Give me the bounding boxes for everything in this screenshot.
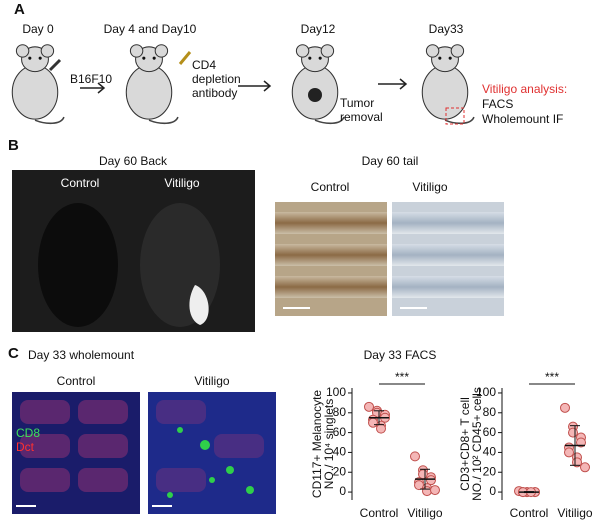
mouse-icon <box>125 43 179 125</box>
y-tick-label: 60 <box>483 425 497 439</box>
step-note: antibody <box>192 86 237 100</box>
x-tick-label: Vitiligo <box>557 506 592 520</box>
data-point <box>560 402 570 413</box>
y-tick-label: 100 <box>326 385 346 399</box>
x-tick-label: Control <box>360 506 399 520</box>
tail-box <box>445 107 465 125</box>
step-note: CD4 <box>192 58 216 72</box>
y-tick-label: 80 <box>483 405 497 419</box>
y-tick-label: 0 <box>489 484 496 498</box>
photo-label: Control <box>61 176 100 190</box>
wholemount-image <box>12 392 140 514</box>
y-tick-label: 60 <box>333 425 347 439</box>
step-note: depletion <box>192 72 241 86</box>
mouse-icon <box>291 43 345 125</box>
y-axis-label: CD3+CD8+ T cell <box>458 397 472 491</box>
photo-label: Control <box>311 180 350 194</box>
y-axis-label: NO./ 10² CD45+ cells <box>470 387 484 501</box>
section-title: Day 33 FACS <box>364 348 437 362</box>
syringe <box>48 58 62 72</box>
data-point <box>580 462 590 473</box>
significance-label: *** <box>395 370 409 384</box>
mouse-icon <box>421 43 475 125</box>
y-tick-label: 20 <box>483 464 497 478</box>
arrow <box>238 80 272 92</box>
data-point <box>426 475 436 486</box>
y-axis-label: NO./ 10⁴ singlets <box>322 399 336 490</box>
photo-label: Vitiligo <box>412 180 447 194</box>
panel-label: B <box>8 137 19 154</box>
data-point <box>568 427 578 438</box>
step-label: Day12 <box>301 22 336 36</box>
channel-label: CD8 <box>16 426 40 440</box>
arrow <box>80 82 106 94</box>
analysis-title: Vitiligo analysis: <box>482 82 567 96</box>
tail-photo <box>392 202 504 316</box>
step-label: Day 0 <box>22 22 54 36</box>
data-point <box>364 401 374 412</box>
analysis-item: FACS <box>482 97 513 111</box>
data-point <box>564 447 574 458</box>
tumor <box>308 88 322 102</box>
data-point <box>410 451 420 462</box>
syringe <box>178 51 192 65</box>
step-note: removal <box>340 110 383 124</box>
analysis-item: Wholemount IF <box>482 112 563 126</box>
mouse-icon <box>11 43 65 125</box>
y-tick-label: 40 <box>333 445 347 459</box>
panel-label: C <box>8 345 19 362</box>
arrow <box>378 78 408 90</box>
tail-photo <box>275 202 387 316</box>
x-tick-label: Control <box>510 506 549 520</box>
wholemount-image <box>148 392 276 514</box>
step-label: Day33 <box>429 22 464 36</box>
mouse-photo <box>38 203 118 327</box>
step-note: Tumor <box>340 96 374 110</box>
y-tick-label: 20 <box>333 464 347 478</box>
y-tick-label: 80 <box>333 405 347 419</box>
step-label: Day 4 and Day10 <box>104 22 197 36</box>
image-label: Control <box>57 374 96 388</box>
section-title: Day 33 wholemount <box>28 348 135 362</box>
x-tick-label: Vitiligo <box>407 506 442 520</box>
data-point <box>376 423 386 434</box>
photo-title: Day 60 Back <box>99 154 168 168</box>
image-label: Vitiligo <box>194 374 229 388</box>
step-note: B16F10 <box>70 72 112 86</box>
y-axis-label: CD117+ Melanocyte <box>310 390 324 498</box>
significance-label: *** <box>545 370 559 384</box>
y-tick-label: 0 <box>339 484 346 498</box>
y-tick-label: 40 <box>483 445 497 459</box>
channel-label: Dct <box>16 440 35 454</box>
vitiligo-patch <box>189 285 209 325</box>
photo-label: Vitiligo <box>164 176 199 190</box>
panel-label: A <box>14 1 25 18</box>
data-point <box>430 485 440 496</box>
photo-title: Day 60 tail <box>362 154 419 168</box>
y-tick-label: 100 <box>476 385 496 399</box>
